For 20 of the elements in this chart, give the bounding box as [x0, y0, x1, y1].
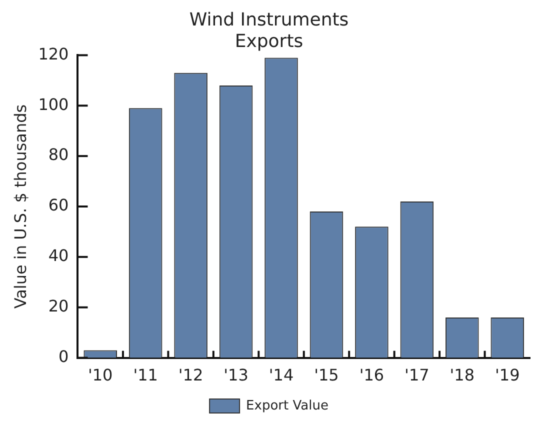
y-tick-label: 80 — [48, 145, 69, 164]
y-tick-label: 0 — [58, 346, 69, 366]
x-tick-label: '14 — [268, 366, 294, 385]
x-tick-label: '13 — [224, 366, 248, 385]
x-tick-label: '15 — [314, 366, 339, 385]
y-axis-title: Value in U.S. $ thousands — [10, 104, 30, 309]
y-tick-label: 40 — [48, 246, 69, 266]
x-tick-label: '17 — [404, 366, 430, 385]
chart-title: Wind Instruments Exports — [189, 9, 349, 52]
x-tick-label: '12 — [178, 366, 204, 385]
x-tick-label: '10 — [88, 366, 113, 385]
x-tick-label: '19 — [495, 366, 520, 385]
x-tick-label: '16 — [359, 366, 384, 385]
x-tick-label: '18 — [450, 366, 475, 385]
y-tick-label: 20 — [48, 296, 69, 316]
y-tick-label: 120 — [38, 44, 69, 64]
y-tick-label: 100 — [38, 94, 69, 114]
y-tick-label: 60 — [48, 196, 69, 215]
legend-label: Export Value — [246, 398, 328, 414]
x-tick-label: '11 — [133, 366, 158, 385]
